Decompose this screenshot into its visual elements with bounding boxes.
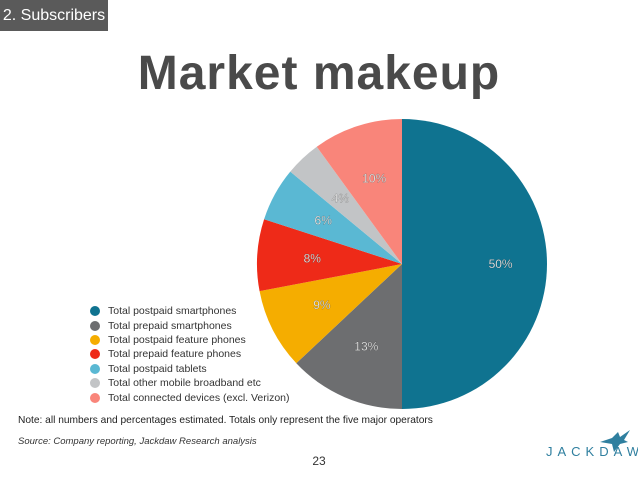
pie-slice-0: [402, 119, 547, 409]
pie-labels: 50% 13% 9% 8% 6% 4% 10%: [303, 171, 513, 354]
legend-swatch: [90, 320, 100, 331]
page-number: 23: [312, 454, 326, 468]
legend-swatch: [90, 306, 100, 317]
pie-slice-1: [296, 264, 402, 410]
pie-label-2: 9%: [313, 298, 331, 312]
legend-label: Total postpaid tablets: [108, 362, 207, 375]
pie-label-1: 13%: [354, 340, 378, 354]
jackdaw-bird-icon: [600, 430, 630, 452]
pie-label-5: 4%: [332, 191, 350, 205]
legend-item-4: Total postpaid tablets: [90, 362, 290, 376]
pie-label-6: 10%: [362, 172, 386, 186]
legend-label: Total postpaid feature phones: [108, 333, 246, 346]
legend-swatch: [90, 392, 100, 403]
legend-swatch: [90, 349, 100, 360]
legend-item-2: Total postpaid feature phones: [90, 333, 290, 347]
legend-swatch: [90, 334, 100, 345]
legend-label: Total other mobile broadband etc: [108, 377, 261, 390]
pie-label-3: 8%: [304, 251, 322, 265]
pie-slice-2: [259, 264, 402, 364]
legend-label: Total postpaid smartphones: [108, 305, 237, 318]
legend-item-1: Total prepaid smartphones: [90, 318, 290, 332]
legend-swatch: [90, 378, 100, 389]
pie-slice-3: [257, 219, 402, 292]
pie-label-0: 50%: [489, 257, 513, 271]
chart-legend: Total postpaid smartphones Total prepaid …: [90, 304, 290, 405]
legend-item-6: Total connected devices (excl. Verizon): [90, 390, 290, 404]
page-title: Market makeup: [137, 47, 501, 100]
pie-slice-6: [316, 119, 402, 264]
legend-label: Total connected devices (excl. Verizon): [108, 391, 290, 404]
chart-source: Source: Company reporting, Jackdaw Resea…: [18, 436, 257, 447]
legend-swatch: [90, 363, 100, 374]
section-tag: 2. Subscribers: [0, 0, 108, 31]
legend-label: Total prepaid feature phones: [108, 348, 242, 361]
pie-label-4: 6%: [315, 214, 333, 228]
chart-note: Note: all numbers and percentages estima…: [18, 415, 433, 426]
legend-label: Total prepaid smartphones: [108, 319, 232, 332]
legend-item-0: Total postpaid smartphones: [90, 304, 290, 318]
legend-item-3: Total prepaid feature phones: [90, 347, 290, 361]
pie-slice-4: [264, 171, 402, 264]
legend-item-5: Total other mobile broadband etc: [90, 376, 290, 390]
pie-slice-5: [290, 146, 402, 264]
pie-slices: [257, 119, 547, 410]
